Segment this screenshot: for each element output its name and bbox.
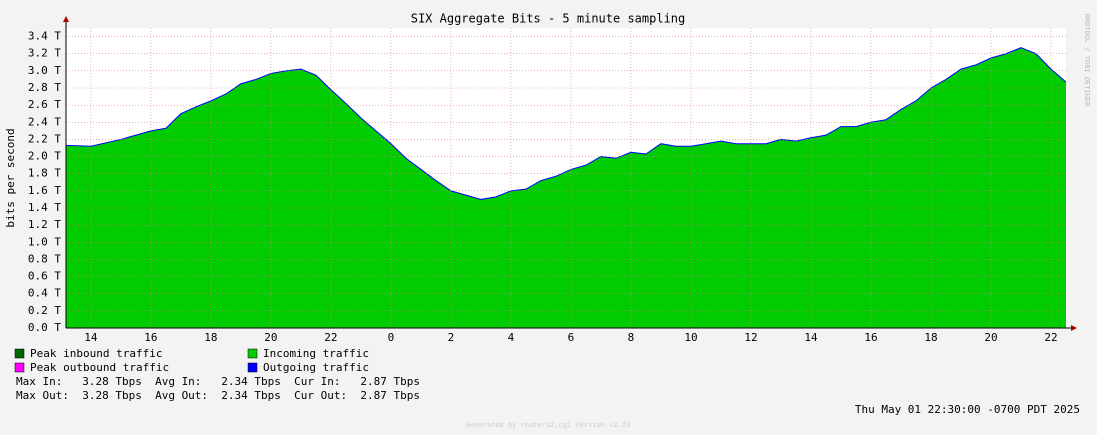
x-tick-label: 0	[388, 331, 395, 344]
x-tick-label: 12	[744, 331, 757, 344]
legend-swatch	[247, 348, 258, 359]
y-tick-label: 1.4 T	[28, 201, 61, 214]
y-tick-label: 1.0 T	[28, 235, 61, 248]
axis-arrow	[63, 16, 69, 22]
y-tick-label: 2.6 T	[28, 98, 61, 111]
outgoing-line	[65, 47, 1067, 200]
y-tick-label: 2.8 T	[28, 81, 61, 94]
x-tick-label: 20	[264, 331, 277, 344]
y-tick-label: 2.4 T	[28, 115, 61, 128]
x-tick-label: 20	[984, 331, 997, 344]
x-tick-label: 10	[684, 331, 697, 344]
legend-label: Peak outbound traffic	[30, 361, 169, 374]
y-tick-label: 1.8 T	[28, 167, 61, 180]
y-tick-label: 1.6 T	[28, 184, 61, 197]
y-tick-label: 3.4 T	[28, 30, 61, 43]
y-axis-label: bits per second	[4, 128, 17, 227]
y-tick-label: 3.2 T	[28, 47, 61, 60]
x-tick-label: 6	[568, 331, 575, 344]
legend-label: Peak inbound traffic	[30, 347, 162, 360]
x-tick-label: 4	[508, 331, 515, 344]
x-tick-label: 18	[924, 331, 937, 344]
watermark: RRDTOOL / TOBI OETIKER	[1083, 14, 1091, 108]
x-tick-label: 8	[628, 331, 635, 344]
y-tick-label: 2.2 T	[28, 132, 61, 145]
chart-title: SIX Aggregate Bits - 5 minute sampling	[411, 12, 686, 26]
stats-line: Max Out: 3.28 Tbps Avg Out: 2.34 Tbps Cu…	[16, 389, 420, 402]
x-tick-label: 16	[144, 331, 157, 344]
x-tick-label: 16	[864, 331, 877, 344]
x-tick-label: 18	[204, 331, 217, 344]
y-tick-label: 0.4 T	[28, 287, 61, 300]
x-tick-label: 14	[84, 331, 98, 344]
y-tick-label: 0.2 T	[28, 304, 61, 317]
legend-swatch	[14, 348, 25, 359]
incoming-area	[66, 47, 1066, 328]
x-tick-label: 2	[448, 331, 455, 344]
y-tick-label: 3.0 T	[28, 64, 61, 77]
legend-label: Outgoing traffic	[263, 361, 369, 374]
legend-swatch	[14, 362, 25, 373]
stats-line: Max In: 3.28 Tbps Avg In: 2.34 Tbps Cur …	[16, 375, 420, 388]
x-tick-label: 22	[324, 331, 337, 344]
axis-arrow	[1071, 325, 1077, 331]
y-tick-label: 2.0 T	[28, 150, 61, 163]
y-tick-label: 0.6 T	[28, 270, 61, 283]
timestamp: Thu May 01 22:30:00 -0700 PDT 2025	[855, 403, 1080, 416]
legend-swatch	[247, 362, 258, 373]
y-tick-label: 0.8 T	[28, 252, 61, 265]
footer: Generated by routers2.cgi Version v2.23	[466, 421, 630, 429]
y-tick-label: 0.0 T	[28, 321, 61, 334]
y-tick-label: 1.2 T	[28, 218, 61, 231]
legend-label: Incoming traffic	[263, 347, 369, 360]
x-tick-label: 22	[1044, 331, 1057, 344]
x-tick-label: 14	[804, 331, 818, 344]
